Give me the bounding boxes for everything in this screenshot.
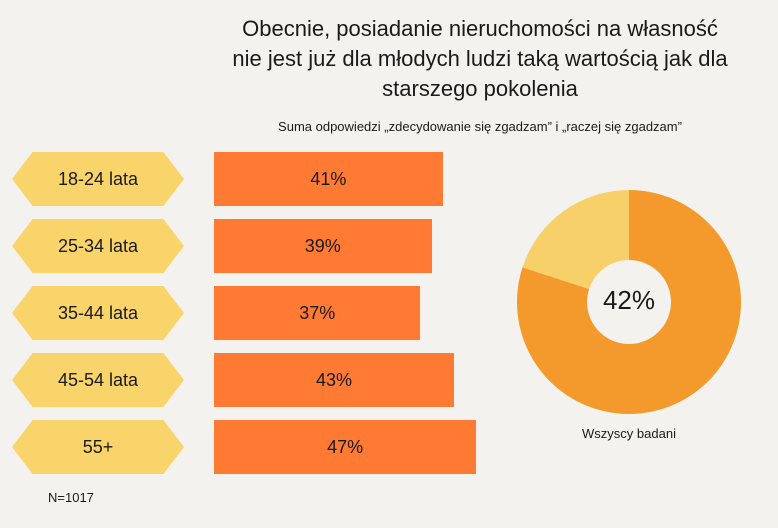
title-line-2: nie jest już dla młodych ludzi taką wart… <box>232 46 728 71</box>
sample-size-note: N=1017 <box>48 490 94 505</box>
bar-value-label: 37% <box>299 302 336 323</box>
bar: 39% <box>214 219 432 273</box>
category-label: 25-34 lata <box>12 219 184 273</box>
donut-label: Wszyscy badani <box>582 426 676 441</box>
category-label: 35-44 lata <box>12 286 184 340</box>
bar-value-label: 47% <box>327 436 364 457</box>
donut-slice <box>522 190 629 290</box>
donut-slice <box>517 190 742 414</box>
bar: 37% <box>214 286 421 340</box>
bar: 43% <box>214 353 454 407</box>
chart-subtitle: Suma odpowiedzi „zdecydowanie się zgadza… <box>278 119 682 134</box>
bar: 47% <box>214 420 477 474</box>
category-label: 18-24 lata <box>12 152 184 206</box>
bar-value-label: 43% <box>315 369 352 390</box>
donut-center-label: 42% <box>602 285 656 315</box>
category-label: 45-54 lata <box>12 353 184 407</box>
chart-title: Obecnie, posiadanie nieruchomości na wła… <box>190 14 770 104</box>
title-line-3: starszego pokolenia <box>382 76 578 101</box>
bar-value-label: 39% <box>304 235 341 256</box>
category-label: 55+ <box>12 420 184 474</box>
title-line-1: Obecnie, posiadanie nieruchomości na wła… <box>242 16 718 41</box>
bar: 41% <box>214 152 443 206</box>
bar-value-label: 41% <box>310 168 347 189</box>
